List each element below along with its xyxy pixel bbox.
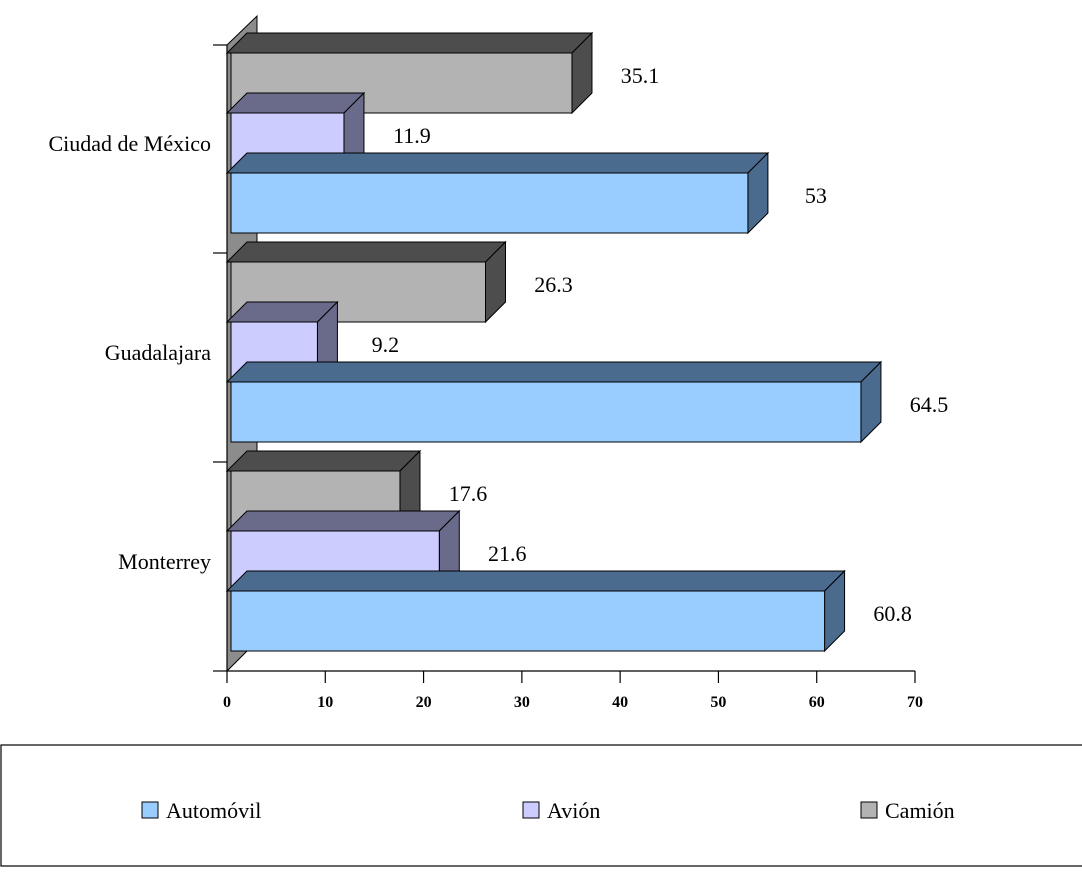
category-label-ciudad-de-mexico: Ciudad de México [48,131,211,156]
bar-camion-monterrey-top [225,450,422,472]
x-tick-label: 50 [710,694,726,711]
legend-swatch-camion [860,801,878,819]
x-tick-label: 20 [416,694,432,711]
x-tick-label: 10 [317,694,333,711]
x-tick-label: 0 [223,694,231,711]
legend-box [0,744,1082,867]
legend-label-avion: Avión [547,798,600,823]
data-label-avion-monterrey: 21.6 [488,541,527,566]
bar-avion-monterrey-top [225,510,461,532]
bar-avion-ciudad-de-mexico-top [225,92,366,114]
data-label-camion-monterrey: 17.6 [449,481,488,506]
category-label-guadalajara: Guadalajara [105,340,211,365]
bar-automovil-ciudad-de-mexico-top [225,152,770,174]
bar-automovil-guadalajara [230,381,862,443]
legend-label-camion: Camión [885,798,955,823]
x-tick-label: 70 [907,694,923,711]
data-label-automovil-ciudad-de-mexico: 53 [805,183,827,208]
legend-label-automovil: Automóvil [166,798,261,823]
data-label-camion-guadalajara: 26.3 [534,272,573,297]
bar-automovil-monterrey-top [225,570,846,592]
x-tick-label: 60 [809,694,825,711]
data-label-avion-ciudad-de-mexico: 11.9 [393,123,431,148]
category-label-monterrey: Monterrey [118,549,211,574]
legend-swatch-avion [522,801,540,819]
data-label-avion-guadalajara: 9.2 [372,332,400,357]
data-label-automovil-monterrey: 60.8 [873,601,912,626]
data-label-camion-ciudad-de-mexico: 35.1 [621,63,660,88]
x-tick-label: 30 [514,694,530,711]
bar-camion-ciudad-de-mexico-top [225,32,594,54]
legend-swatch-automovil [141,801,159,819]
bar-automovil-guadalajara-top [225,361,883,383]
x-tick-label: 40 [612,694,628,711]
bar-camion-guadalajara-top [225,241,507,263]
bar-automovil-ciudad-de-mexico [230,172,749,234]
bar-automovil-monterrey [230,590,826,652]
data-label-automovil-guadalajara: 64.5 [910,392,949,417]
